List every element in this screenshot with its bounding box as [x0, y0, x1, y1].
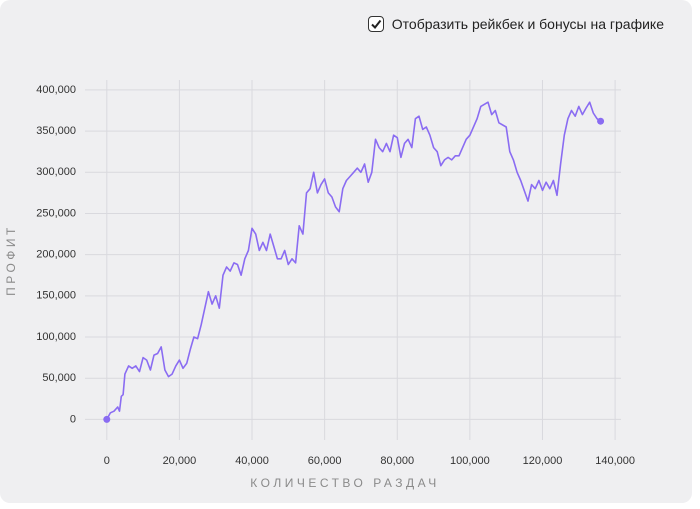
x-tick-label: 0 — [104, 455, 110, 467]
y-tick-label: 200,000 — [36, 249, 76, 261]
y-axis-title: ПРОФИТ — [4, 224, 18, 296]
x-tick-label: 20,000 — [163, 455, 197, 467]
y-tick-label: 250,000 — [36, 207, 76, 219]
check-mark — [371, 19, 382, 30]
end-point — [597, 117, 605, 125]
x-tick-label: 120,000 — [523, 455, 563, 467]
y-tick-label: 100,000 — [36, 331, 76, 343]
checkbox-label[interactable]: Отобразить рейкбек и бонусы на графике — [391, 16, 664, 32]
x-tick-label: 60,000 — [308, 455, 342, 467]
x-tick-label: 80,000 — [380, 455, 414, 467]
checkbox[interactable] — [367, 16, 384, 32]
y-tick-label: 300,000 — [36, 166, 76, 178]
x-tick-label: 140,000 — [595, 455, 635, 467]
y-tick-label: 350,000 — [36, 125, 76, 137]
y-tick-label: 150,000 — [36, 290, 76, 302]
profit-line — [106, 101, 602, 420]
y-tick-label: 0 — [70, 413, 76, 425]
x-tick-label: 40,000 — [235, 455, 269, 467]
y-tick-label: 400,000 — [36, 84, 76, 96]
y-tick-label: 50,000 — [42, 372, 76, 384]
end-point — [103, 415, 111, 423]
x-tick-label: 100,000 — [450, 455, 490, 467]
rakeback-toggle[interactable]: Отобразить рейкбек и бонусы на графике — [367, 16, 664, 32]
x-axis-title: КОЛИЧЕСТВО РАЗДАЧ — [250, 476, 439, 490]
